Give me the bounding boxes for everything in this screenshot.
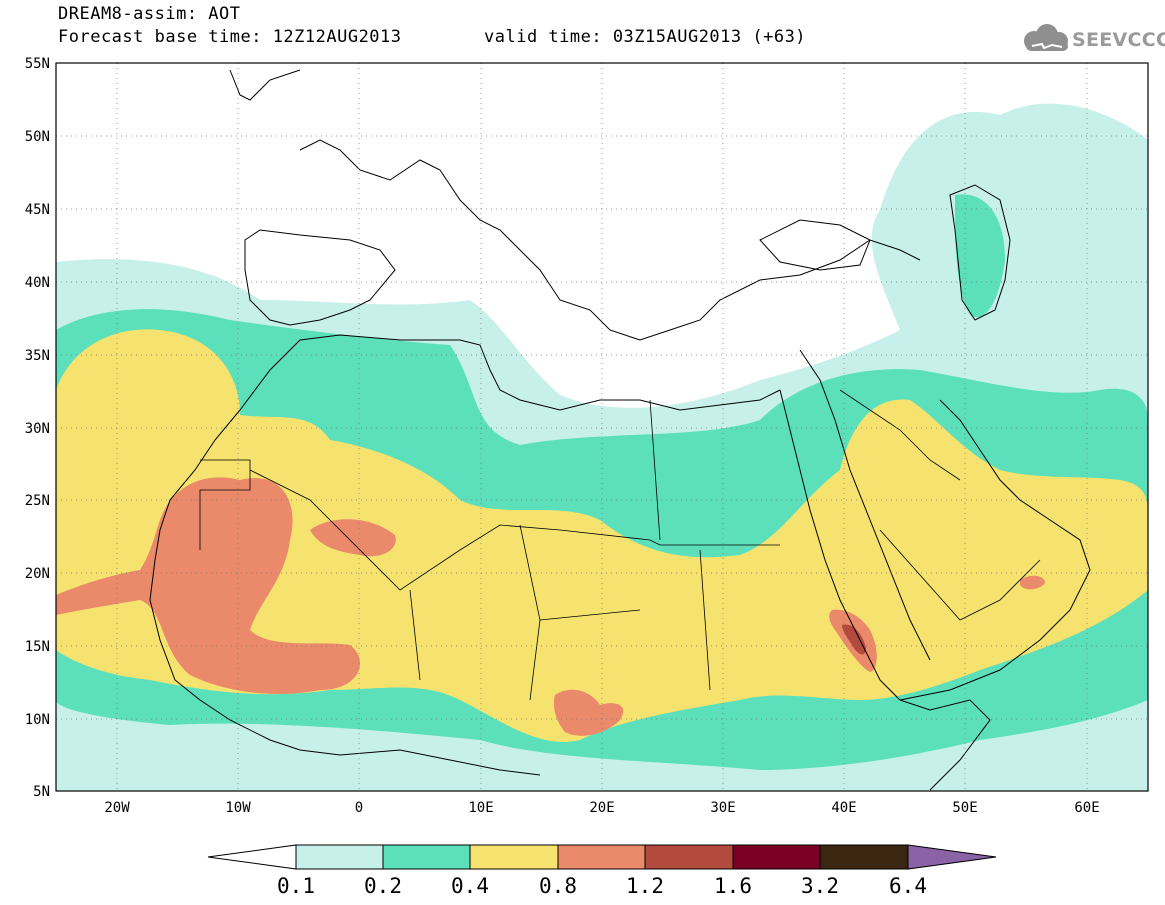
seevccc-logo <box>1024 24 1068 51</box>
aot-field-0.4 <box>56 329 1148 742</box>
aot-field-0.8-oman <box>1020 575 1045 590</box>
colorbar-label-1.2: 1.2 <box>626 874 664 898</box>
africa-north-coast <box>239 334 781 411</box>
coastlines <box>149 69 1091 791</box>
lon-label-40e: 40E <box>831 800 856 816</box>
colorbar-label-3.2: 3.2 <box>801 874 839 898</box>
lat-label-25n: 25N <box>25 493 50 509</box>
colorbar-bin-3.2 <box>819 844 909 870</box>
lon-label-50e: 50E <box>952 800 977 816</box>
colorbar-bin-1.6 <box>732 844 821 870</box>
lon-label-10w: 10W <box>225 800 251 816</box>
colorbar-high-arrow <box>907 844 997 870</box>
map-gridlines <box>56 63 1148 791</box>
valid-time: valid time: 03Z15AUG2013 (+63) <box>484 27 807 47</box>
lon-label-60e: 60E <box>1074 800 1099 816</box>
lat-label-20n: 20N <box>25 566 50 582</box>
colorbar-label-0.1: 0.1 <box>277 874 315 898</box>
colorbar-label-0.4: 0.4 <box>451 874 489 898</box>
lat-label-45n: 45N <box>25 202 50 218</box>
horn-of-africa-coast <box>899 699 991 791</box>
arabia-coast <box>899 399 1091 701</box>
colorbar-label-6.4: 6.4 <box>889 874 927 898</box>
aot-field-1.2-eritrea <box>842 624 866 655</box>
colorbar-bin-0.2 <box>382 844 471 870</box>
black-sea-coast <box>759 219 871 271</box>
borders <box>199 389 1041 701</box>
colorbar-label-0.8: 0.8 <box>539 874 577 898</box>
forecast-base-time: Forecast base time: 12Z12AUG2013 <box>58 27 402 47</box>
logo-text: SEEVCCC <box>1072 29 1165 51</box>
colorbar-bin-1.2 <box>644 844 734 870</box>
lon-label-20e: 20E <box>589 800 614 816</box>
colorbar-label-0.2: 0.2 <box>364 874 402 898</box>
aot-field-0.8-central <box>310 519 396 557</box>
red-sea-coast <box>779 349 931 701</box>
lon-label-10e: 10E <box>468 800 493 816</box>
lon-label-20w: 20W <box>104 800 130 816</box>
europe-coast <box>229 69 921 341</box>
iberia-coast <box>244 229 396 326</box>
aot-field-0.8-west <box>56 477 360 695</box>
longitude-axis: 20W 10W 0 10E 20E 30E 40E 50E 60E <box>104 800 1099 816</box>
colorbar-bin-0.4 <box>469 844 559 870</box>
lat-label-30n: 30N <box>25 421 50 437</box>
colorbar-bin-0.1 <box>295 844 384 870</box>
caspian-coast <box>949 184 1011 321</box>
colorbar-low-arrow <box>207 844 297 870</box>
map-frame <box>55 62 1149 792</box>
africa-west-coast <box>149 409 541 776</box>
colorbar-bin-0.8 <box>557 844 646 870</box>
aot-field-0.8-chad <box>553 689 624 736</box>
colorbar-label-1.6: 1.6 <box>714 874 752 898</box>
lat-label-35n: 35N <box>25 348 50 364</box>
lat-label-55n: 55N <box>25 56 50 72</box>
lat-label-10n: 10N <box>25 712 50 728</box>
lat-label-50n: 50N <box>25 129 50 145</box>
lat-label-15n: 15N <box>25 639 50 655</box>
aot-fields <box>56 103 1148 791</box>
lon-label-30e: 30E <box>710 800 735 816</box>
cloud-icon <box>1024 24 1068 51</box>
lon-label-0: 0 <box>355 800 363 816</box>
lat-label-5n: 5N <box>33 784 50 800</box>
aot-field-0.2-caspian <box>955 194 1005 318</box>
lat-label-40n: 40N <box>25 275 50 291</box>
latitude-axis: 55N 50N 45N 40N 35N 30N 25N 20N 15N 10N … <box>25 56 50 800</box>
map-title: DREAM8-assim: AOT <box>58 4 241 24</box>
